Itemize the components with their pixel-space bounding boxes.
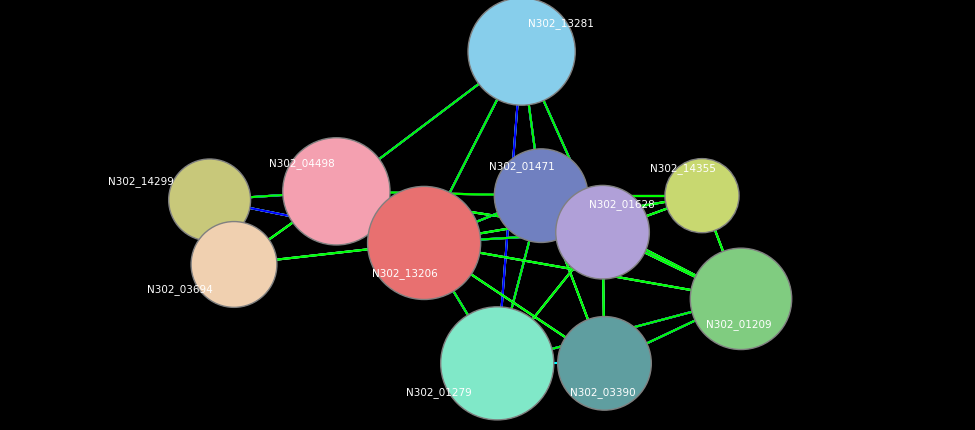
Text: N302_13281: N302_13281 — [527, 18, 594, 29]
Text: N302_03390: N302_03390 — [569, 387, 636, 398]
Ellipse shape — [468, 0, 575, 105]
Ellipse shape — [368, 186, 481, 300]
Text: N302_14299: N302_14299 — [108, 176, 175, 187]
Ellipse shape — [556, 185, 649, 279]
Ellipse shape — [169, 159, 251, 241]
Text: N302_01209: N302_01209 — [706, 319, 772, 330]
Text: N302_01279: N302_01279 — [406, 387, 472, 398]
Ellipse shape — [690, 248, 792, 350]
Text: N302_01628: N302_01628 — [589, 199, 655, 210]
Ellipse shape — [558, 316, 651, 410]
Text: N302_14355: N302_14355 — [649, 163, 716, 174]
Text: N302_13206: N302_13206 — [371, 267, 438, 279]
Ellipse shape — [665, 159, 739, 233]
Ellipse shape — [441, 307, 554, 420]
Ellipse shape — [283, 138, 390, 245]
Text: N302_04498: N302_04498 — [269, 158, 335, 169]
Ellipse shape — [191, 221, 277, 307]
Text: N302_03694: N302_03694 — [147, 284, 214, 295]
Ellipse shape — [494, 149, 588, 243]
Text: N302_01471: N302_01471 — [488, 161, 555, 172]
